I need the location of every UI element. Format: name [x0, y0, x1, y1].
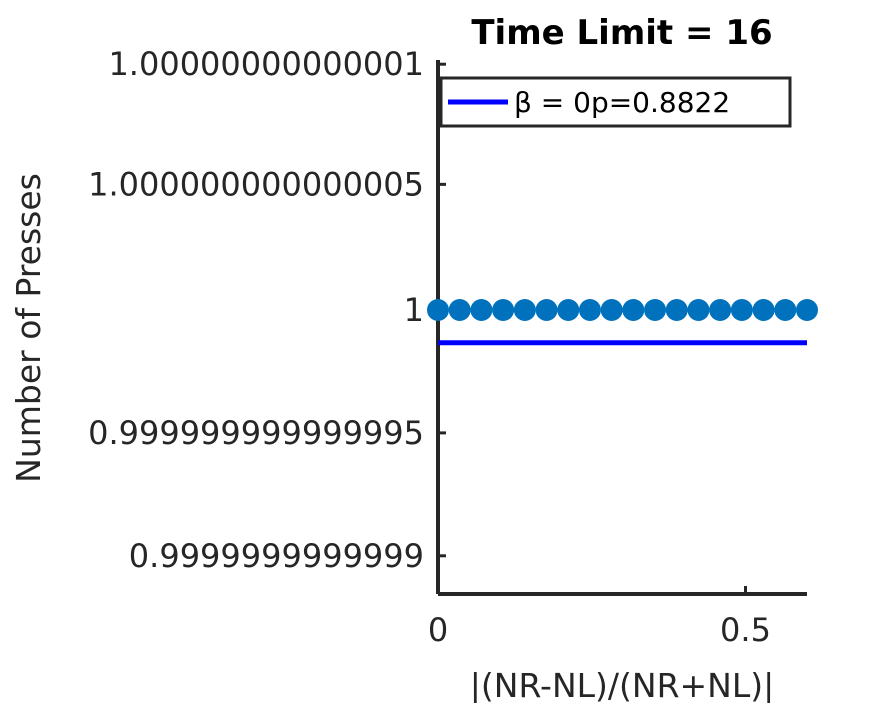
data-point: [448, 299, 471, 321]
data-point: [557, 299, 580, 321]
data-point: [513, 299, 536, 321]
data-point: [578, 299, 601, 321]
x-axis-label: |(NR-NL)/(NR+NL)|: [470, 666, 774, 703]
data-point: [622, 299, 645, 321]
data-point: [665, 299, 688, 321]
y-axis-label: Number of Presses: [9, 173, 48, 483]
data-point: [427, 299, 449, 321]
y-tick-label: 1: [404, 291, 424, 329]
y-axis-ticks: 0.9999999999999 0.999999999999995 1 1.00000…: [88, 45, 446, 575]
series-layer: [427, 299, 818, 346]
data-point: [535, 299, 558, 321]
data-point: [752, 299, 775, 321]
chart-title: Time Limit = 16: [471, 13, 772, 53]
data-point: [600, 299, 623, 321]
x-tick-label: 0: [428, 611, 448, 649]
legend: β = 0p=0.8822: [439, 76, 792, 128]
data-point: [730, 299, 753, 321]
data-point: [470, 299, 493, 321]
data-point: [492, 299, 515, 321]
x-tick-label: 0.5: [720, 611, 771, 649]
data-point: [796, 299, 818, 321]
y-tick-label: 1.000000000000005: [88, 165, 424, 203]
data-point: [687, 299, 710, 321]
legend-entry-label: β = 0p=0.8822: [514, 86, 730, 119]
data-point: [709, 299, 732, 321]
y-tick-label: 0.999999999999995: [88, 414, 424, 452]
y-tick-label: 0.9999999999999: [129, 537, 424, 575]
data-point: [774, 299, 797, 321]
data-point: [644, 299, 667, 321]
y-tick-label: 1.00000000000001: [108, 45, 424, 83]
